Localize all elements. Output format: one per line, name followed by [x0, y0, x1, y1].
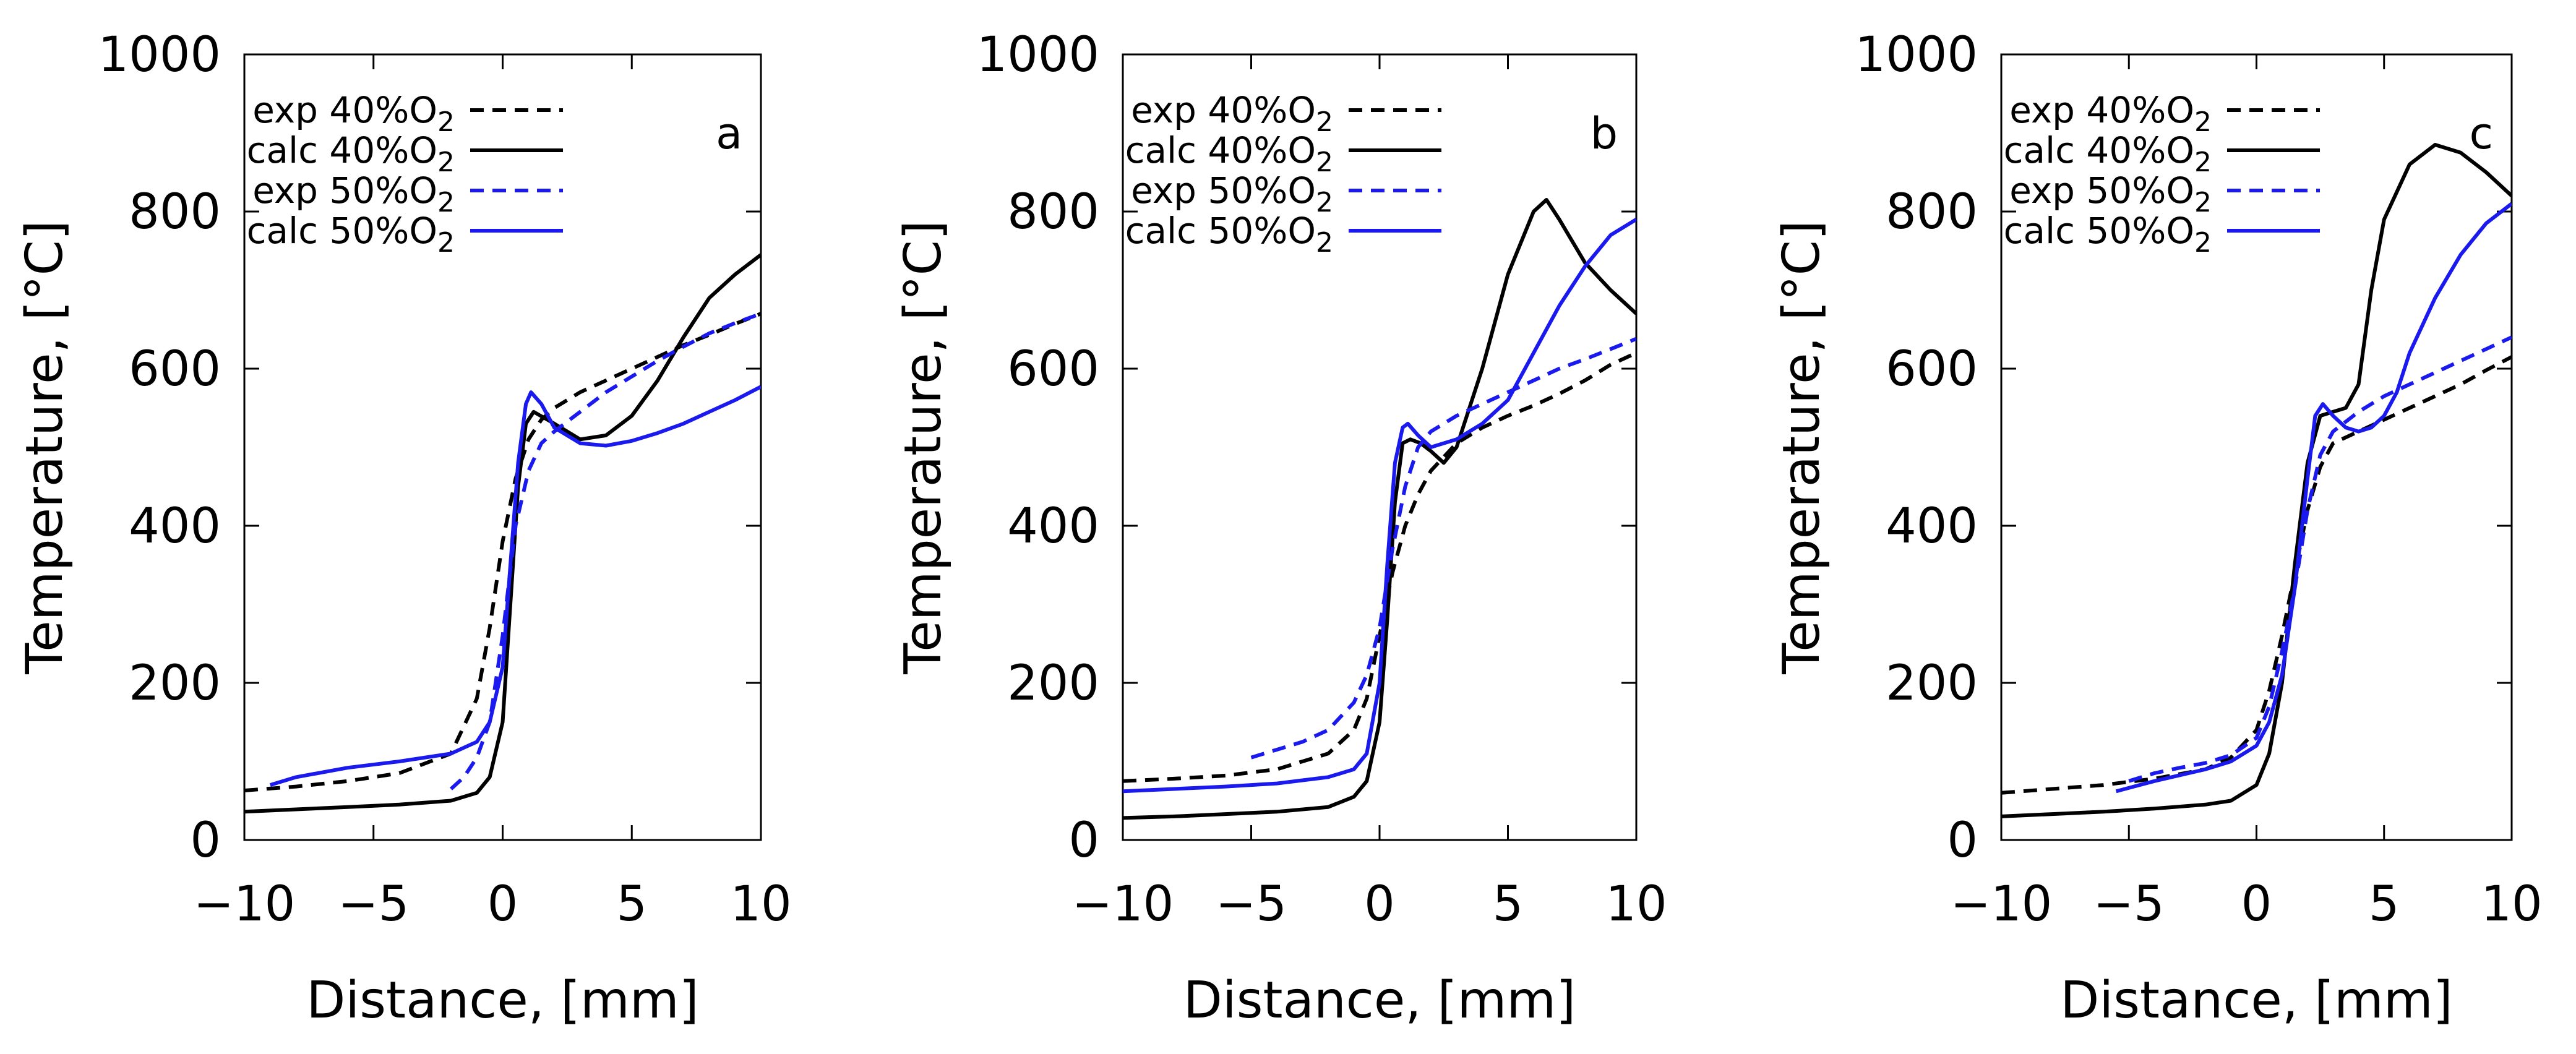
legend-label: calc 40%O2 [2004, 129, 2212, 178]
x-tick-label: 5 [616, 876, 647, 932]
legend-label: exp 40%O2 [2009, 89, 2212, 138]
legend-subscript: 2 [437, 187, 455, 218]
x-tick-label: 0 [1364, 876, 1395, 932]
y-tick-label: 800 [1886, 184, 1978, 240]
legend-subscript: 2 [1316, 147, 1333, 178]
y-tick-label: 1000 [1855, 27, 1978, 83]
y-tick-label: 1000 [98, 27, 221, 83]
legend-subscript: 2 [2194, 147, 2212, 178]
legend-subscript: 2 [1316, 187, 1333, 218]
y-tick-label: 0 [1068, 813, 1099, 868]
x-tick-label: −5 [338, 876, 409, 932]
y-axis-title: Temperature, [°C] [894, 220, 953, 675]
legend-subscript: 2 [2194, 187, 2212, 218]
series-line-calc-50 [2115, 202, 2512, 794]
series-line-calc-40 [244, 253, 761, 814]
x-axis-title: Distance, [mm] [2060, 971, 2452, 1030]
legend-label: exp 40%O2 [252, 89, 455, 138]
legend-label: calc 50%O2 [2004, 210, 2212, 259]
series-line-exp-50 [1250, 336, 1636, 760]
legend-label: exp 50%O2 [2009, 169, 2212, 218]
series-line-calc-50 [269, 385, 761, 787]
y-tick-label: 400 [129, 499, 221, 554]
legend-subscript: 2 [437, 106, 455, 138]
series-group [244, 253, 761, 814]
panel-letter: c [2470, 108, 2494, 159]
x-tick-label: −10 [1951, 876, 2053, 932]
x-tick-label: −5 [2093, 876, 2165, 932]
x-axis-title: Distance, [mm] [1183, 971, 1576, 1030]
legend-label: exp 50%O2 [252, 169, 455, 218]
y-tick-label: 0 [1947, 813, 1978, 868]
legend-label: calc 50%O2 [247, 210, 455, 259]
legend-label: calc 40%O2 [247, 129, 455, 178]
legend-label: calc 50%O2 [1125, 210, 1333, 259]
series-line-exp-40 [2001, 355, 2512, 795]
panel-b: 0 200 400 600 800 1000 −10 −5 0 5 10 Distance, [mm]… [894, 27, 1667, 1030]
panel-a: 0 200 400 600 800 1000 −10 −5 0 5 10 Distance, [mm]… [15, 27, 792, 1030]
y-axis-title: Temperature, [°C] [1772, 220, 1831, 675]
y-tick-label: 800 [129, 184, 221, 240]
y-tick-label: 600 [129, 341, 221, 397]
y-tick-label: 200 [1886, 656, 1978, 711]
legend-subscript: 2 [437, 227, 455, 259]
y-tick-label: 600 [1007, 341, 1099, 397]
y-tick-label: 1000 [976, 27, 1099, 83]
legend-label: exp 50%O2 [1131, 169, 1333, 218]
legend-subscript: 2 [1316, 106, 1333, 138]
y-tick-label: 400 [1007, 499, 1099, 554]
legend-label: calc 40%O2 [1125, 129, 1333, 178]
legend-subscript: 2 [2194, 227, 2212, 259]
x-tick-label: 0 [487, 876, 518, 932]
x-tick-label: 10 [2481, 876, 2542, 932]
panel-letter: a [716, 108, 742, 159]
x-tick-label: −10 [194, 876, 296, 932]
x-tick-label: −5 [1216, 876, 1287, 932]
x-tick-label: −10 [1072, 876, 1174, 932]
legend-subscript: 2 [2194, 106, 2212, 138]
legend-label: exp 40%O2 [1131, 89, 1333, 138]
series-line-exp-50 [2128, 335, 2512, 783]
series-group [2001, 143, 2512, 818]
x-tick-label: 5 [2369, 876, 2400, 932]
y-axis-title: Temperature, [°C] [15, 220, 74, 675]
panel-letter: b [1591, 108, 1618, 159]
y-tick-label: 200 [1007, 656, 1099, 711]
y-tick-label: 0 [190, 813, 221, 868]
x-tick-label: 10 [1605, 876, 1667, 932]
series-line-exp-50 [449, 312, 761, 790]
series-group [1123, 198, 1636, 820]
series-line-calc-50 [1123, 218, 1636, 794]
x-tick-label: 0 [2241, 876, 2272, 932]
x-axis-title: Distance, [mm] [306, 971, 698, 1030]
y-tick-label: 600 [1886, 341, 1978, 397]
legend-subscript: 2 [1316, 227, 1333, 259]
x-tick-label: 10 [730, 876, 791, 932]
y-tick-label: 400 [1886, 499, 1978, 554]
series-line-exp-40 [1123, 351, 1636, 783]
x-tick-label: 5 [1493, 876, 1524, 932]
y-tick-label: 200 [129, 656, 221, 711]
legend-subscript: 2 [437, 147, 455, 178]
panel-c: 0 200 400 600 800 1000 −10 −5 0 5 10 Distance, [mm]… [1772, 27, 2543, 1030]
y-tick-label: 800 [1007, 184, 1099, 240]
series-line-calc-40 [1123, 198, 1636, 820]
